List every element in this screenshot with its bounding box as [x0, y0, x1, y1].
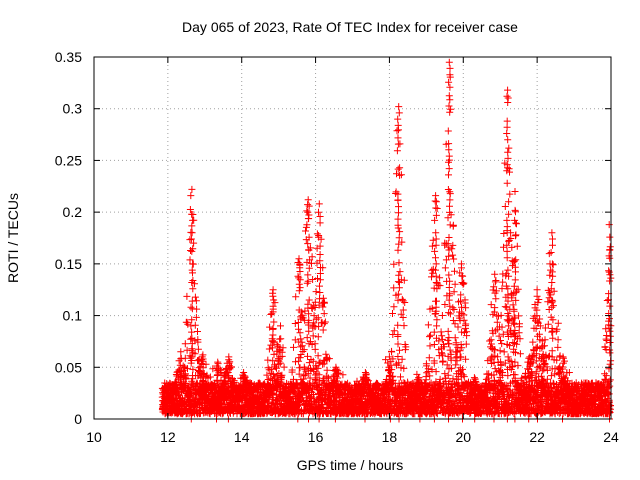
y-tick-labels: 0 0.05 0.1 0.15 0.2 0.25 0.3 0.35 [55, 49, 82, 427]
x-tick-label: 12 [160, 429, 176, 445]
y-axis-label: ROTI / TECUs [5, 193, 21, 283]
roti-point-markers [158, 58, 615, 423]
chart-title: Day 065 of 2023, Rate Of TEC Index for r… [182, 19, 518, 35]
y-tick-label: 0.05 [55, 359, 82, 375]
x-tick-label: 24 [603, 429, 619, 445]
x-tick-label: 16 [308, 429, 324, 445]
x-tick-label: 10 [86, 429, 102, 445]
y-tick-label: 0 [74, 411, 82, 427]
y-tick-label: 0.2 [63, 204, 83, 220]
y-tick-label: 0.15 [55, 256, 82, 272]
y-tick-label: 0.25 [55, 152, 82, 168]
plot-frame [93, 56, 612, 420]
data-points [158, 58, 615, 423]
axis-ticks [93, 56, 612, 420]
x-tick-labels: 10 12 14 16 18 20 22 24 [86, 429, 619, 445]
x-tick-label: 22 [529, 429, 545, 445]
x-tick-label: 20 [455, 429, 471, 445]
y-tick-label: 0.35 [55, 49, 82, 65]
x-tick-label: 14 [234, 429, 250, 445]
x-axis-label: GPS time / hours [297, 457, 404, 473]
grid [94, 57, 611, 419]
y-tick-label: 0.3 [63, 101, 83, 117]
y-tick-label: 0.1 [63, 308, 83, 324]
x-tick-label: 18 [382, 429, 398, 445]
